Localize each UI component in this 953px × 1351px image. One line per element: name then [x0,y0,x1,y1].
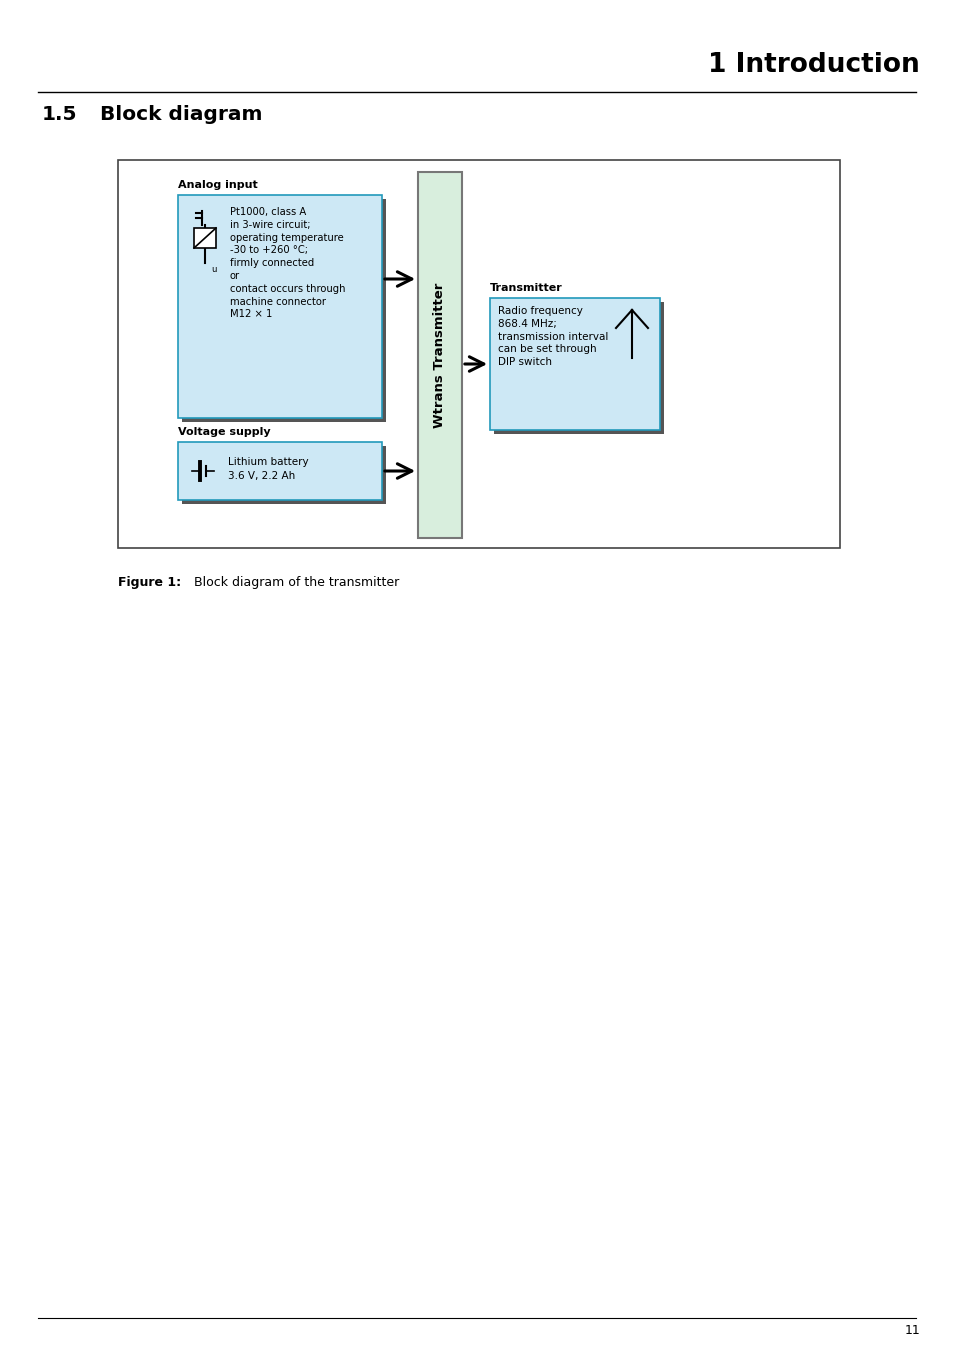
Bar [178,442,381,500]
Bar [417,172,461,538]
Text: Block diagram of the transmitter: Block diagram of the transmitter [178,576,399,589]
Bar [494,303,663,434]
Bar [490,299,659,430]
Bar [182,199,386,422]
Text: 1 Introduction: 1 Introduction [707,51,919,78]
Bar [178,195,381,417]
Text: 1.5: 1.5 [42,105,77,124]
Text: Block diagram: Block diagram [100,105,262,124]
Text: Analog input: Analog input [178,180,257,190]
Bar [118,159,840,549]
Text: Wtrans Transmitter: Wtrans Transmitter [433,282,446,428]
Bar [182,446,386,504]
Text: Radio frequency
868.4 MHz;
transmission interval
can be set through
DIP switch: Radio frequency 868.4 MHz; transmission … [497,305,608,367]
Text: Pt1000, class A
in 3-wire circuit;
operating temperature
-30 to +260 °C;
firmly : Pt1000, class A in 3-wire circuit; opera… [230,207,345,319]
Text: 11: 11 [903,1324,919,1336]
Text: u: u [211,265,216,274]
Text: Transmitter: Transmitter [490,282,562,293]
Bar [193,228,215,249]
Text: Figure 1:: Figure 1: [118,576,181,589]
Text: Voltage supply: Voltage supply [178,427,271,436]
Text: Lithium battery
3.6 V, 2.2 Ah: Lithium battery 3.6 V, 2.2 Ah [228,458,309,481]
